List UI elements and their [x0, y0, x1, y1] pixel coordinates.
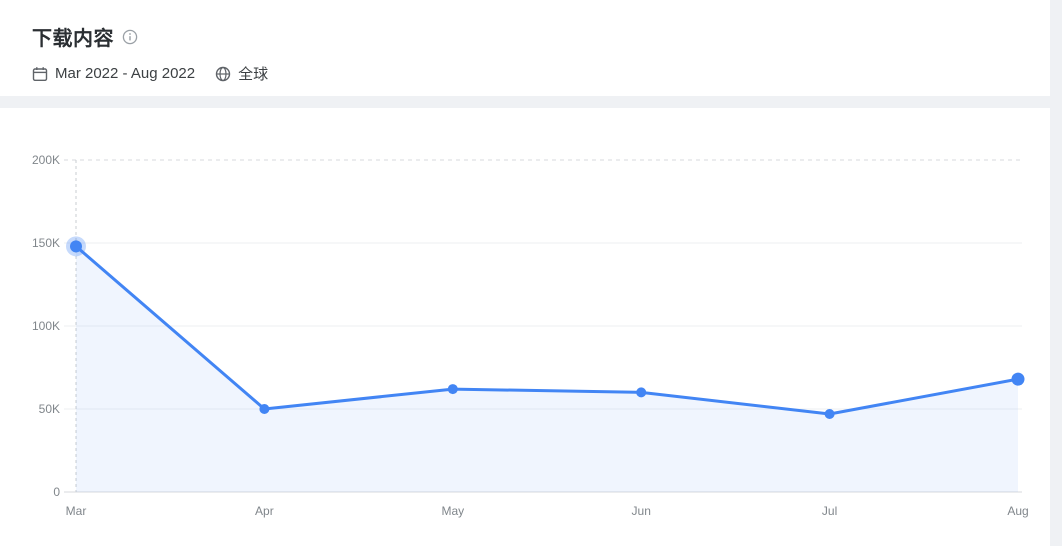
data-point[interactable]: [1011, 372, 1025, 386]
x-axis-tick-label: Jun: [632, 504, 651, 518]
x-axis-tick-label: Jul: [822, 504, 837, 518]
page-title: 下载内容: [32, 28, 114, 50]
globe-icon: [215, 66, 231, 82]
date-range-label[interactable]: Mar 2022 - Aug 2022: [55, 65, 196, 82]
x-axis-tick-label: Aug: [1007, 504, 1028, 518]
data-point[interactable]: [70, 240, 82, 253]
x-axis-tick-label: Apr: [255, 504, 274, 518]
data-point[interactable]: [636, 387, 647, 398]
area-fill: [76, 246, 1018, 492]
x-axis-tick-label: Mar: [66, 504, 87, 518]
downloads-line-chart: 0 50K 100K 150K 200K Mar Apr May Jun Jul Aug: [32, 153, 1029, 518]
y-axis-tick-label: 200K: [32, 153, 60, 167]
downloads-chart-card: 0 50K 100K 150K 200K Mar Apr May Jun Jul Aug: [0, 108, 1050, 546]
y-axis-tick-label: 0: [53, 485, 60, 499]
region-label[interactable]: 全球: [238, 66, 269, 83]
y-axis-tick-label: 50K: [39, 402, 60, 416]
y-axis-tick-label: 150K: [32, 236, 60, 250]
x-axis-tick-label: May: [441, 504, 464, 518]
chart-line: [74, 244, 1020, 416]
data-point[interactable]: [259, 404, 270, 414]
calendar-icon: [32, 66, 48, 82]
data-point[interactable]: [824, 408, 835, 419]
data-point[interactable]: [447, 384, 458, 395]
chart-header: 下载内容 Mar 2022 - Aug 2022: [0, 0, 1050, 96]
info-icon[interactable]: [122, 29, 138, 45]
y-axis-tick-label: 100K: [32, 319, 60, 333]
